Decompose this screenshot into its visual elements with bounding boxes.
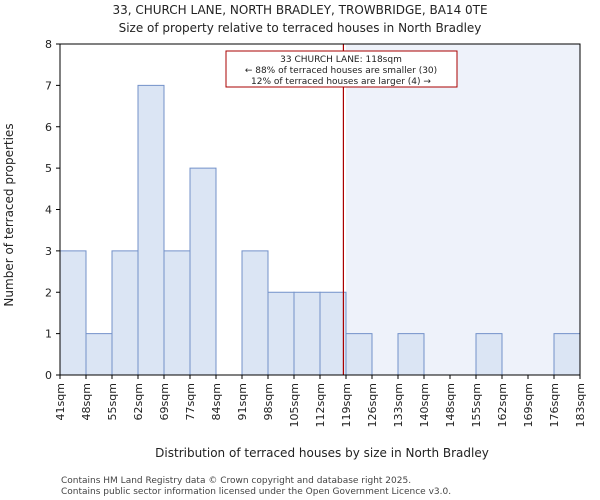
annotation-box bbox=[225, 50, 458, 88]
y-axis-label: Number of terraced properties bbox=[2, 123, 16, 306]
x-tick-label: 119sqm bbox=[340, 383, 353, 427]
x-tick-label: 84sqm bbox=[210, 383, 223, 420]
chart-title-line-2: Size of property relative to terraced ho… bbox=[119, 21, 482, 35]
x-tick-label: 48sqm bbox=[80, 383, 93, 420]
x-tick-label: 41sqm bbox=[54, 383, 67, 420]
bar-48sqm bbox=[85, 333, 113, 376]
y-tick-label: 3 bbox=[45, 245, 52, 258]
y-tick-label: 7 bbox=[45, 79, 52, 92]
x-tick-label: 183sqm bbox=[574, 383, 587, 427]
chart-title: 33, CHURCH LANE, NORTH BRADLEY, TROWBRID… bbox=[112, 3, 487, 35]
bar-176sqm bbox=[553, 333, 581, 376]
bar-62sqm bbox=[137, 84, 165, 376]
y-tick-label: 0 bbox=[45, 369, 52, 382]
x-tick-label: 112sqm bbox=[314, 383, 327, 427]
bar-98sqm bbox=[267, 291, 295, 376]
annotation-line-1: 33 CHURCH LANE: 118sqm bbox=[280, 55, 402, 65]
x-tick-label: 169sqm bbox=[522, 383, 535, 427]
bar-119sqm bbox=[345, 333, 373, 376]
x-tick-label: 77sqm bbox=[184, 383, 197, 420]
annotation-line-3: 12% of terraced houses are larger (4) → bbox=[251, 77, 431, 87]
bar-133sqm bbox=[397, 333, 425, 376]
bar-112sqm bbox=[319, 291, 347, 376]
y-tick-label: 2 bbox=[45, 286, 52, 299]
x-tick-label: 62sqm bbox=[132, 383, 145, 420]
x-tick-label: 91sqm bbox=[236, 383, 249, 420]
bar-105sqm bbox=[293, 291, 321, 376]
bar-41sqm bbox=[59, 250, 87, 376]
x-tick-label: 69sqm bbox=[158, 383, 171, 420]
chart-title-line-1: 33, CHURCH LANE, NORTH BRADLEY, TROWBRID… bbox=[112, 3, 487, 17]
x-tick-label: 148sqm bbox=[444, 383, 457, 427]
x-tick-label: 140sqm bbox=[418, 383, 431, 427]
x-tick-label: 98sqm bbox=[262, 383, 275, 420]
bar-69sqm bbox=[163, 250, 191, 376]
footer-line-2: Contains public sector information licen… bbox=[61, 487, 451, 497]
footer-line-1: Contains HM Land Registry data © Crown c… bbox=[61, 476, 411, 486]
x-tick-label: 162sqm bbox=[496, 383, 509, 427]
x-tick-label: 155sqm bbox=[470, 383, 483, 427]
bar-55sqm bbox=[111, 250, 139, 376]
footer: Contains HM Land Registry data © Crown c… bbox=[61, 476, 451, 497]
bar-91sqm bbox=[241, 250, 269, 376]
x-tick-label: 126sqm bbox=[366, 383, 379, 427]
y-tick-label: 5 bbox=[45, 162, 52, 175]
x-tick-label: 133sqm bbox=[392, 383, 405, 427]
larger-properties-shade bbox=[346, 44, 580, 375]
bar-155sqm bbox=[475, 333, 503, 376]
y-tick-label: 1 bbox=[45, 328, 52, 341]
x-tick-label: 55sqm bbox=[106, 383, 119, 420]
property-annotation: 33 CHURCH LANE: 118sqm ← 88% of terraced… bbox=[225, 50, 458, 88]
y-tick-label: 4 bbox=[45, 204, 52, 217]
x-tick-label: 105sqm bbox=[288, 383, 301, 427]
bar-77sqm bbox=[189, 167, 217, 376]
annotation-line-2: ← 88% of terraced houses are smaller (30… bbox=[245, 66, 437, 76]
x-axis-label: Distribution of terraced houses by size … bbox=[155, 446, 489, 460]
x-tick-label: 176sqm bbox=[548, 383, 561, 427]
y-tick-label: 8 bbox=[45, 38, 52, 51]
y-tick-label: 6 bbox=[45, 121, 52, 134]
